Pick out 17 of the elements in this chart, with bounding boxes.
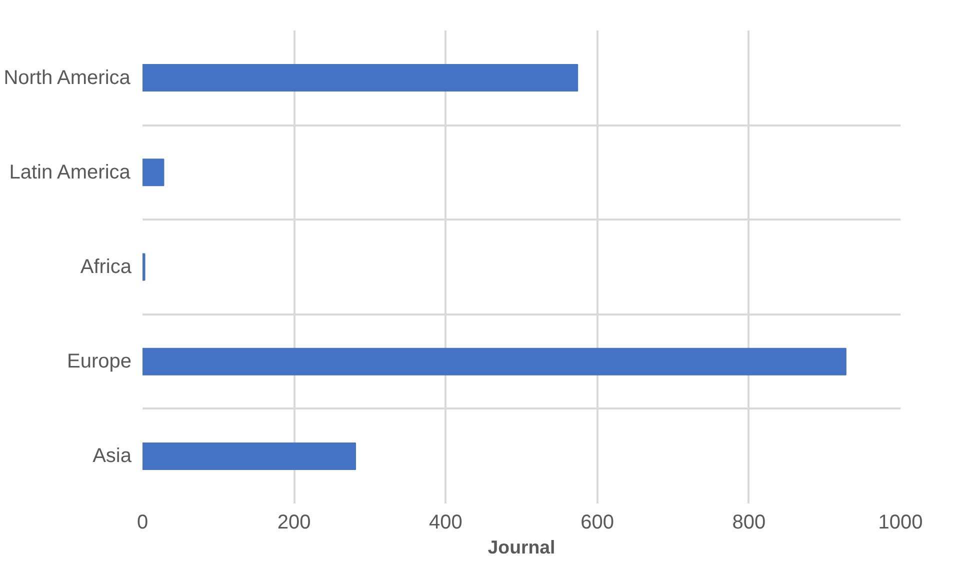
bar [142,348,846,376]
bar [142,442,356,470]
x-axis-title: Journal [488,536,556,558]
x-tick-label: 400 [429,512,462,534]
y-tick-label: Latin America [9,161,132,184]
x-tick-label: 800 [732,512,766,534]
bar [142,253,146,281]
bar [142,158,164,186]
bar [142,64,578,92]
y-tick-label: Asia [92,445,132,468]
y-tick-label: North America [4,66,132,89]
x-tick-label: 0 [136,512,148,534]
x-tick-label: 1000 [878,512,923,534]
x-tick-label: 600 [580,512,614,534]
y-tick-label: Europe [67,350,132,373]
x-tick-label: 200 [277,512,311,534]
y-tick-label: Africa [80,256,132,278]
